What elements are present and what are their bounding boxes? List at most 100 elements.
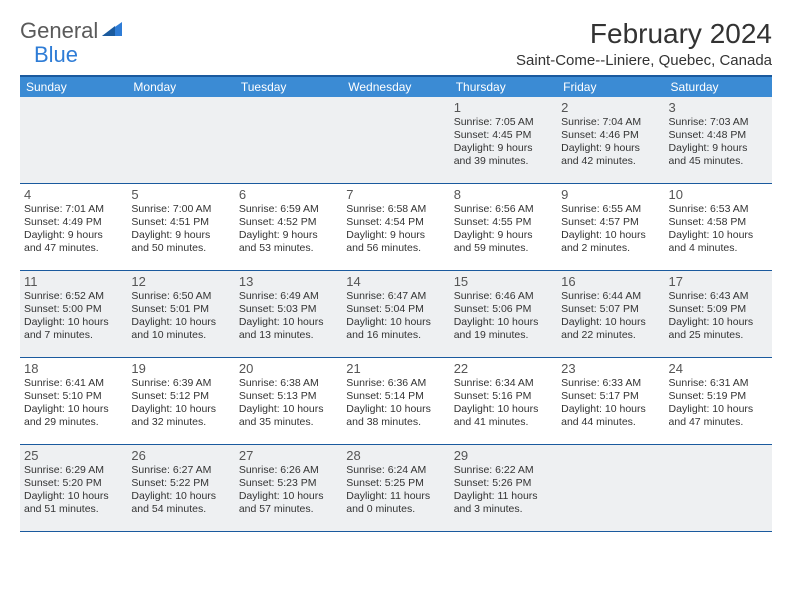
day-number: 26 xyxy=(131,448,230,463)
day-cell xyxy=(20,97,127,183)
day-info-line: and 41 minutes. xyxy=(454,416,553,429)
day-number: 5 xyxy=(131,187,230,202)
weekday-header: Sunday xyxy=(20,77,127,97)
day-info-line: Daylight: 10 hours xyxy=(24,403,123,416)
day-info-line: Daylight: 10 hours xyxy=(454,403,553,416)
day-cell: 7Sunrise: 6:58 AMSunset: 4:54 PMDaylight… xyxy=(342,184,449,270)
week-row: 1Sunrise: 7:05 AMSunset: 4:45 PMDaylight… xyxy=(20,97,772,184)
day-info-line: Daylight: 10 hours xyxy=(239,403,338,416)
day-info-line: Daylight: 9 hours xyxy=(239,229,338,242)
day-cell: 6Sunrise: 6:59 AMSunset: 4:52 PMDaylight… xyxy=(235,184,342,270)
day-cell: 22Sunrise: 6:34 AMSunset: 5:16 PMDayligh… xyxy=(450,358,557,444)
day-info-line: Sunset: 4:48 PM xyxy=(669,129,768,142)
day-cell: 29Sunrise: 6:22 AMSunset: 5:26 PMDayligh… xyxy=(450,445,557,531)
day-number: 14 xyxy=(346,274,445,289)
day-number: 22 xyxy=(454,361,553,376)
day-info-line: Sunrise: 6:41 AM xyxy=(24,377,123,390)
day-cell: 15Sunrise: 6:46 AMSunset: 5:06 PMDayligh… xyxy=(450,271,557,357)
day-number: 15 xyxy=(454,274,553,289)
day-cell xyxy=(127,97,234,183)
day-number: 27 xyxy=(239,448,338,463)
day-info-line: Sunset: 5:06 PM xyxy=(454,303,553,316)
day-info-line: Sunset: 4:54 PM xyxy=(346,216,445,229)
day-info-line: Daylight: 10 hours xyxy=(561,229,660,242)
day-cell: 10Sunrise: 6:53 AMSunset: 4:58 PMDayligh… xyxy=(665,184,772,270)
day-info-line: Sunset: 4:49 PM xyxy=(24,216,123,229)
week-row: 25Sunrise: 6:29 AMSunset: 5:20 PMDayligh… xyxy=(20,445,772,532)
day-cell: 12Sunrise: 6:50 AMSunset: 5:01 PMDayligh… xyxy=(127,271,234,357)
day-info-line: Daylight: 10 hours xyxy=(131,316,230,329)
day-number: 4 xyxy=(24,187,123,202)
day-info-line: Daylight: 9 hours xyxy=(131,229,230,242)
day-info-line: Sunset: 4:46 PM xyxy=(561,129,660,142)
day-cell: 21Sunrise: 6:36 AMSunset: 5:14 PMDayligh… xyxy=(342,358,449,444)
day-info-line: Daylight: 10 hours xyxy=(131,403,230,416)
day-cell: 25Sunrise: 6:29 AMSunset: 5:20 PMDayligh… xyxy=(20,445,127,531)
day-info-line: Sunset: 5:17 PM xyxy=(561,390,660,403)
day-cell: 1Sunrise: 7:05 AMSunset: 4:45 PMDaylight… xyxy=(450,97,557,183)
day-info-line: Sunrise: 6:44 AM xyxy=(561,290,660,303)
day-number: 21 xyxy=(346,361,445,376)
day-info-line: Daylight: 9 hours xyxy=(561,142,660,155)
day-cell: 24Sunrise: 6:31 AMSunset: 5:19 PMDayligh… xyxy=(665,358,772,444)
day-cell: 5Sunrise: 7:00 AMSunset: 4:51 PMDaylight… xyxy=(127,184,234,270)
day-info-line: and 47 minutes. xyxy=(669,416,768,429)
day-info-line: Sunset: 5:03 PM xyxy=(239,303,338,316)
day-info-line: Daylight: 9 hours xyxy=(454,229,553,242)
day-info-line: and 57 minutes. xyxy=(239,503,338,516)
day-info-line: Sunset: 4:52 PM xyxy=(239,216,338,229)
day-info-line: Sunset: 5:20 PM xyxy=(24,477,123,490)
day-info-line: and 2 minutes. xyxy=(561,242,660,255)
day-number: 3 xyxy=(669,100,768,115)
day-number: 19 xyxy=(131,361,230,376)
day-number: 17 xyxy=(669,274,768,289)
day-info-line: Sunrise: 6:34 AM xyxy=(454,377,553,390)
day-info-line: Sunrise: 6:31 AM xyxy=(669,377,768,390)
day-cell: 3Sunrise: 7:03 AMSunset: 4:48 PMDaylight… xyxy=(665,97,772,183)
day-number: 11 xyxy=(24,274,123,289)
day-info-line: and 54 minutes. xyxy=(131,503,230,516)
day-info-line: and 29 minutes. xyxy=(24,416,123,429)
day-info-line: Sunrise: 6:56 AM xyxy=(454,203,553,216)
day-info-line: Sunset: 5:09 PM xyxy=(669,303,768,316)
day-number: 13 xyxy=(239,274,338,289)
day-number: 10 xyxy=(669,187,768,202)
day-info-line: Sunrise: 6:26 AM xyxy=(239,464,338,477)
day-info-line: Sunset: 5:26 PM xyxy=(454,477,553,490)
day-info-line: Sunset: 5:00 PM xyxy=(24,303,123,316)
day-number: 12 xyxy=(131,274,230,289)
day-info-line: Sunrise: 6:33 AM xyxy=(561,377,660,390)
day-info-line: Daylight: 11 hours xyxy=(454,490,553,503)
day-info-line: Daylight: 10 hours xyxy=(239,316,338,329)
day-cell: 13Sunrise: 6:49 AMSunset: 5:03 PMDayligh… xyxy=(235,271,342,357)
weekday-header: Wednesday xyxy=(342,77,449,97)
day-number: 24 xyxy=(669,361,768,376)
day-info-line: and 56 minutes. xyxy=(346,242,445,255)
title-block: February 2024 Saint-Come--Liniere, Quebe… xyxy=(516,18,772,69)
day-info-line: and 35 minutes. xyxy=(239,416,338,429)
day-info-line: Sunset: 5:07 PM xyxy=(561,303,660,316)
calendar: SundayMondayTuesdayWednesdayThursdayFrid… xyxy=(20,75,772,532)
day-number: 2 xyxy=(561,100,660,115)
day-info-line: Sunset: 5:23 PM xyxy=(239,477,338,490)
day-info-line: and 59 minutes. xyxy=(454,242,553,255)
day-info-line: Daylight: 10 hours xyxy=(131,490,230,503)
day-number: 8 xyxy=(454,187,553,202)
day-number: 25 xyxy=(24,448,123,463)
day-number: 7 xyxy=(346,187,445,202)
day-info-line: Daylight: 10 hours xyxy=(669,316,768,329)
day-info-line: Daylight: 9 hours xyxy=(24,229,123,242)
logo-text-general: General xyxy=(20,18,98,44)
day-info-line: and 22 minutes. xyxy=(561,329,660,342)
day-info-line: Daylight: 10 hours xyxy=(24,490,123,503)
day-info-line: and 47 minutes. xyxy=(24,242,123,255)
day-info-line: Sunrise: 6:55 AM xyxy=(561,203,660,216)
logo: General xyxy=(20,18,126,44)
day-info-line: Sunset: 4:51 PM xyxy=(131,216,230,229)
day-number: 6 xyxy=(239,187,338,202)
day-info-line: Sunrise: 6:52 AM xyxy=(24,290,123,303)
day-info-line: Daylight: 9 hours xyxy=(454,142,553,155)
day-info-line: Sunrise: 6:46 AM xyxy=(454,290,553,303)
day-cell: 27Sunrise: 6:26 AMSunset: 5:23 PMDayligh… xyxy=(235,445,342,531)
day-info-line: Sunset: 4:58 PM xyxy=(669,216,768,229)
